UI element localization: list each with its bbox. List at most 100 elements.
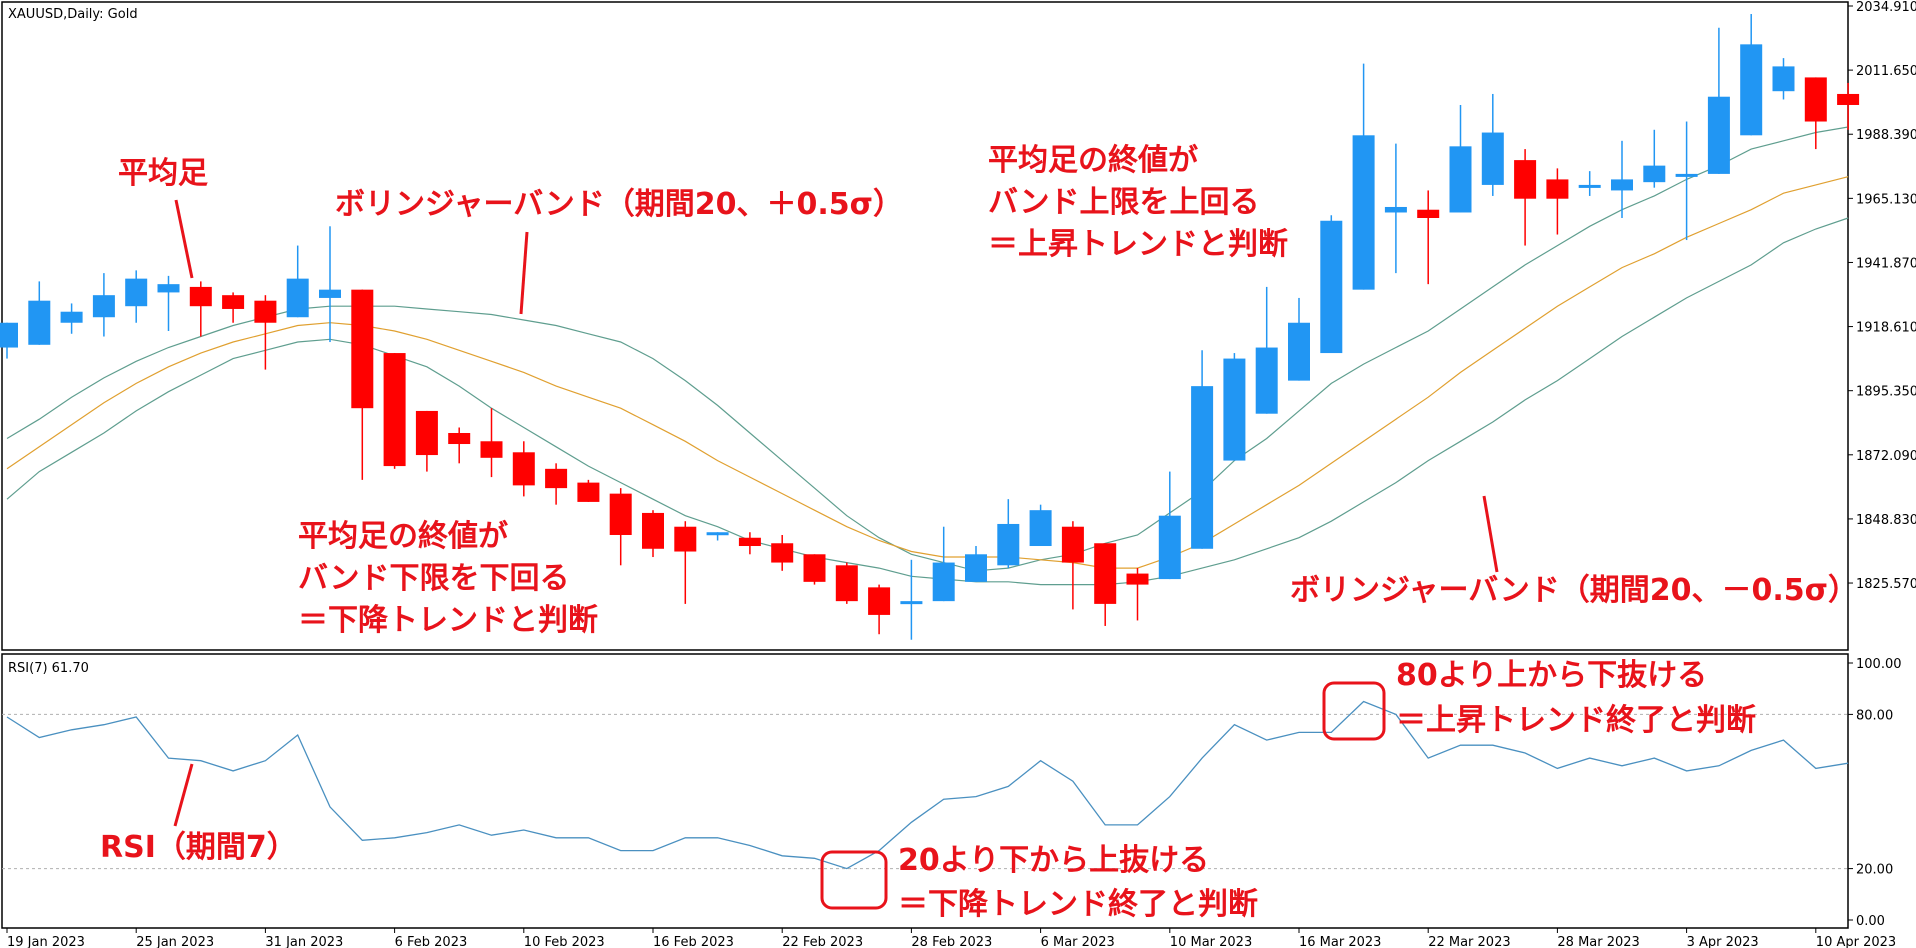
candle: [1223, 353, 1246, 461]
candle-body: [1643, 165, 1666, 183]
candle-body: [1223, 358, 1246, 461]
candle-body: [1191, 386, 1214, 549]
candle: [868, 584, 891, 635]
candle-body: [480, 441, 503, 458]
candle-body: [286, 278, 309, 318]
anno-bb-lower-pointer: [1482, 495, 1499, 573]
candle-body: [609, 493, 632, 535]
candle: [997, 499, 1020, 569]
candle-body: [738, 537, 761, 547]
candle: [545, 463, 568, 505]
candle-body: [1804, 77, 1827, 122]
candle: [835, 562, 858, 604]
candle: [512, 441, 535, 497]
candle: [1094, 543, 1117, 626]
candle-body: [125, 278, 148, 307]
candle: [28, 281, 51, 345]
candle-body: [92, 295, 115, 318]
candle-body: [1578, 184, 1601, 188]
anno-heikin-ashi: 平均足: [118, 156, 208, 191]
candle-body: [1546, 179, 1569, 199]
candle-body: [1707, 96, 1730, 174]
candle-body: [28, 300, 51, 345]
candle-body: [448, 432, 471, 445]
candle-body: [1158, 515, 1181, 580]
price-tick-label: 1895.350: [1856, 385, 1916, 400]
anno-down-trend-1: 平均足の終値が: [298, 519, 508, 554]
anno-bb-lower: ボリンジャーバンド（期間20、－0.5σ）: [1290, 573, 1858, 608]
candle-body: [1126, 573, 1149, 585]
candle-body: [868, 587, 891, 615]
anno-rsi-pointer: [173, 763, 194, 827]
candle: [1514, 149, 1537, 246]
price-tick-label: 1848.830: [1856, 513, 1916, 528]
candle-body: [1481, 132, 1504, 185]
candle: [771, 534, 794, 571]
candle: [1643, 129, 1666, 188]
anno-bb-upper-pointer: [519, 231, 529, 315]
price-tick-label: 1965.130: [1856, 192, 1916, 207]
x-tick-label: 6 Mar 2023: [1041, 935, 1115, 948]
candle: [415, 410, 438, 472]
x-axis: 19 Jan 2023 25 Jan 2023 31 Jan 2023 6 Feb 2…: [6, 928, 1896, 948]
x-tick-label: 3 Apr 2023: [1687, 935, 1759, 948]
price-tick-label: 2011.650: [1856, 64, 1916, 79]
candle-body: [1675, 173, 1698, 177]
candle-body: [1029, 510, 1052, 547]
price-tick-label: 1988.390: [1856, 128, 1916, 143]
candle-body: [1384, 206, 1407, 213]
anno-rsi-80-2: ＝上昇トレンド終了と判断: [1396, 703, 1756, 738]
x-tick-label: 10 Feb 2023: [524, 935, 605, 948]
candle-body: [512, 452, 535, 486]
anno-bb-upper: ボリンジャーバンド（期間20、＋0.5σ）: [335, 187, 903, 222]
price-tick-label: 1918.610: [1856, 321, 1916, 336]
candle: [125, 270, 148, 323]
candle-body: [1352, 135, 1375, 290]
candle: [1804, 77, 1827, 150]
candle-body: [319, 289, 341, 298]
candle: [1384, 143, 1407, 274]
candle: [157, 275, 180, 332]
candle-body: [222, 295, 245, 309]
anno-down-trend-2: バンド下限を下回る: [298, 561, 570, 596]
candle: [60, 303, 83, 334]
candle-body: [803, 554, 826, 582]
candle: [577, 479, 600, 502]
candle: [222, 292, 245, 323]
main-panel-frame: [1, 1, 1849, 651]
candle-body: [1611, 179, 1633, 191]
rsi-tick-label: 100.00: [1856, 657, 1902, 672]
anno-up-trend-3: ＝上昇トレンドと判断: [988, 227, 1288, 262]
anno-rsi-80-box: [1322, 681, 1386, 741]
x-tick-label: 19 Jan 2023: [7, 935, 85, 948]
candle-body: [1417, 209, 1440, 218]
candle-body: [674, 526, 697, 552]
anno-rsi-20-2: ＝下降トレンド終了と判断: [898, 887, 1258, 922]
rsi-axis: 100.00 80.00 20.00 0.00: [2, 657, 1902, 929]
candle-body: [415, 410, 438, 456]
bb-middle-line: [6, 176, 1849, 569]
price-tick-label: 1872.090: [1856, 449, 1916, 464]
anno-heikin-ashi-pointer: [174, 199, 194, 279]
bb-lower-line: [6, 217, 1849, 586]
x-tick-label: 16 Feb 2023: [653, 935, 734, 948]
rsi-tick-label: 20.00: [1856, 863, 1893, 878]
candle-body: [706, 532, 729, 536]
rsi-layer: [6, 700, 1849, 870]
anno-rsi-20-box: [820, 850, 888, 910]
x-tick-label: 22 Mar 2023: [1428, 935, 1510, 948]
candle: [1288, 297, 1310, 381]
candle-body: [351, 289, 374, 409]
candles-layer: [0, 14, 1860, 640]
x-tick-label: 28 Feb 2023: [911, 935, 992, 948]
candle: [480, 408, 503, 478]
candle-body: [0, 322, 18, 348]
candle: [351, 289, 374, 480]
x-tick-label: 25 Jan 2023: [136, 935, 214, 948]
anno-rsi-20-1: 20より下から上抜ける: [898, 843, 1209, 878]
candle: [1417, 190, 1440, 285]
candle-body: [1772, 66, 1795, 92]
anno-rsi-period: RSI（期間7）: [100, 830, 297, 865]
rsi-label: RSI(7) 61.70: [8, 661, 89, 676]
